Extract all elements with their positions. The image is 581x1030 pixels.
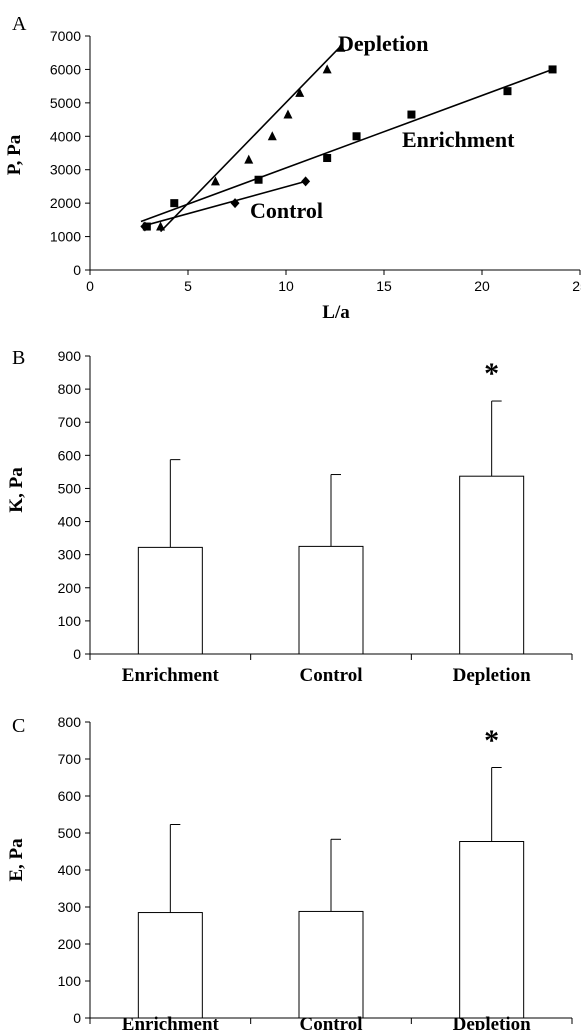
panel-a-depletion-fit-line (159, 45, 342, 233)
panel-b-y-tick-label: 400 (58, 514, 82, 530)
panel-c-y-tick-label: 500 (58, 825, 82, 841)
panel-c-ylabel: E, Pa (6, 838, 27, 882)
panel-b-category-label: Control (300, 665, 363, 686)
panel-a-depletion-point (244, 154, 254, 164)
panel-b-category-label: Enrichment (122, 665, 220, 686)
panel-b-label: B (12, 347, 25, 369)
panel-c-bar (137, 912, 203, 1019)
panel-b-y-tick-label: 200 (58, 580, 82, 596)
panel-b-axes: 0 100 200 300 400 500 600 700 800 900 (58, 348, 573, 662)
panel-a-enrichment-point (548, 65, 557, 74)
panel-a-y-tick-label: 7000 (50, 28, 81, 44)
panel-a-y-tick-label: 2000 (50, 195, 81, 211)
panel-a-depletion-point (322, 64, 332, 74)
panel-c-bar (459, 841, 525, 1019)
panel-c-marks: Enrichment Control Depletion * (122, 724, 531, 1030)
panel-a-enrichment-point (503, 87, 512, 96)
panel-a-depletion-point (210, 176, 220, 186)
panel-b-y-tick-label: 100 (58, 613, 82, 629)
panel-a-x-tick-label: 10 (278, 278, 294, 294)
panel-a-x-tick-label: 25 (572, 278, 581, 294)
panel-a-control-point (301, 176, 311, 187)
panel-c-label: C (12, 715, 25, 737)
panel-a-y-tick-label: 3000 (50, 162, 81, 178)
panel-c-bar (298, 910, 364, 1019)
panel-a-y-tick-label: 4000 (50, 128, 81, 144)
panel-c-significance-marker: * (484, 724, 499, 757)
panel-a-y-tick-label: 5000 (50, 95, 81, 111)
panel-a-marks: Depletion Enrichment Control (140, 31, 557, 233)
panel-a-ylabel: P, Pa (4, 134, 25, 175)
panel-c-y-tick-label: 300 (58, 899, 82, 915)
panel-b-significance-marker: * (484, 357, 499, 390)
panel-a-depletion-point (336, 42, 346, 52)
panel-b: B 0 100 200 300 400 500 600 700 800 900 Enrichmen… (6, 347, 573, 686)
panel-c-category-label: Depletion (453, 1014, 532, 1030)
panel-a-enrichment-fit-line (140, 68, 553, 223)
panel-c-y-tick-label: 100 (58, 973, 82, 989)
panel-a-xlabel: L/a (322, 302, 350, 323)
panel-a-depletion-point (267, 131, 277, 141)
panel-a-depletion-point (156, 221, 166, 231)
panel-a-control-point (230, 198, 240, 209)
panel-a-y-tick-label: 1000 (50, 229, 81, 245)
panel-b-bar (137, 546, 203, 655)
panel-a-depletion-point (283, 109, 293, 119)
panel-b-y-tick-label: 700 (58, 414, 82, 430)
panel-a-enrichment-point (170, 199, 179, 208)
panel-a-depletion-series-label: Depletion (338, 31, 428, 56)
panel-a-x-tick-label: 0 (86, 278, 94, 294)
panel-c-y-tick-label: 200 (58, 936, 82, 952)
panel-b-y-tick-label: 900 (58, 348, 82, 364)
panel-b-marks: Enrichment Control Depletion * (122, 357, 531, 686)
panel-c: C 0 100 200 300 400 500 600 700 800 Enrichment Co… (6, 714, 573, 1030)
panel-a-depletion-point (295, 87, 305, 97)
panel-b-bar (298, 545, 364, 655)
panel-a-control-series-label: Control (250, 198, 323, 223)
panel-a-control-point (140, 221, 150, 232)
panel-a-enrichment-point (254, 175, 263, 184)
panel-a-x-tick-label: 20 (474, 278, 490, 294)
panel-a-enrichment-point (407, 110, 416, 119)
panel-b-y-tick-label: 300 (58, 547, 82, 563)
panel-b-y-tick-label: 0 (73, 646, 81, 662)
panel-c-y-tick-label: 0 (73, 1010, 81, 1026)
panel-b-bar (459, 475, 525, 655)
panel-c-y-tick-label: 700 (58, 751, 82, 767)
panel-a-control-fit-line (140, 180, 306, 228)
panel-a-axes: 0 1000 2000 3000 4000 5000 6000 7000 0 5 10 15 20 25 (50, 28, 581, 294)
panel-a-y-tick-label: 0 (73, 262, 81, 278)
panel-a-x-tick-label: 15 (376, 278, 392, 294)
panel-c-category-label: Enrichment (122, 1014, 220, 1030)
panel-a-enrichment-series-label: Enrichment (402, 127, 515, 152)
panel-a-enrichment-point (323, 154, 332, 163)
panel-c-y-tick-label: 600 (58, 788, 82, 804)
panel-b-y-tick-label: 600 (58, 447, 82, 463)
panel-a-label: A (12, 13, 27, 35)
panel-b-category-label: Depletion (453, 665, 532, 686)
panel-a-enrichment-point (352, 132, 361, 141)
panel-a-y-tick-label: 6000 (50, 61, 81, 77)
panel-c-category-label: Control (300, 1014, 363, 1030)
panel-a: A 0 1000 2000 3000 4000 5000 6000 7000 0 5 10 15 20 2… (4, 13, 581, 323)
panel-a-x-tick-label: 5 (184, 278, 192, 294)
panel-c-y-tick-label: 400 (58, 862, 82, 878)
panel-b-y-tick-label: 800 (58, 381, 82, 397)
panel-c-y-tick-label: 800 (58, 714, 82, 730)
panel-b-ylabel: K, Pa (6, 467, 27, 513)
panel-b-y-tick-label: 500 (58, 480, 82, 496)
